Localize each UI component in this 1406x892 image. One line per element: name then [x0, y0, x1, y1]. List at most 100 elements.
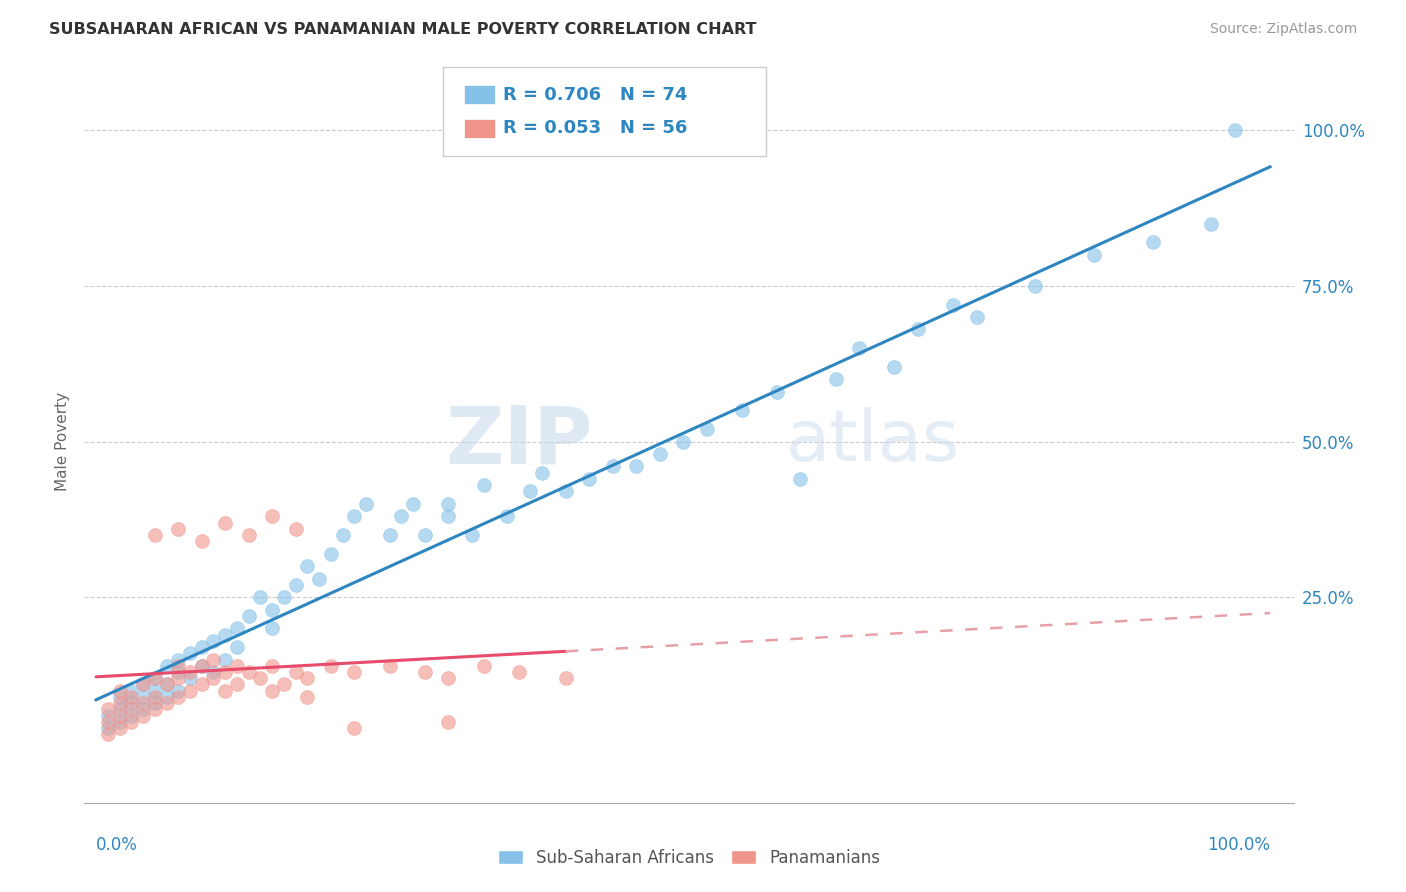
Point [226, 621, 249, 635]
Point [297, 690, 319, 704]
Text: ZIP: ZIP [444, 402, 592, 481]
Point [108, 690, 131, 704]
Point [132, 690, 155, 704]
Point [155, 658, 177, 673]
Point [167, 658, 190, 673]
Point [167, 522, 190, 536]
Point [284, 578, 307, 592]
Point [297, 559, 319, 574]
Point [519, 484, 541, 499]
Point [907, 322, 929, 336]
Point [120, 683, 142, 698]
Point [238, 528, 260, 542]
Point [190, 677, 212, 691]
Point [966, 310, 988, 324]
Point [472, 658, 495, 673]
Point [143, 671, 166, 685]
Point [648, 447, 671, 461]
Point [249, 591, 271, 605]
Point [97, 702, 120, 716]
Point [167, 690, 190, 704]
Point [602, 459, 624, 474]
Point [472, 478, 495, 492]
Point [143, 528, 166, 542]
Text: R = 0.706   N = 74: R = 0.706 N = 74 [503, 86, 688, 103]
Text: R = 0.053   N = 56: R = 0.053 N = 56 [503, 120, 688, 137]
Point [238, 665, 260, 679]
Point [167, 671, 190, 685]
Point [284, 522, 307, 536]
Point [319, 547, 342, 561]
Text: SUBSAHARAN AFRICAN VS PANAMANIAN MALE POVERTY CORRELATION CHART: SUBSAHARAN AFRICAN VS PANAMANIAN MALE PO… [49, 22, 756, 37]
Point [143, 671, 166, 685]
Point [696, 422, 718, 436]
Point [297, 671, 319, 685]
Point [343, 721, 366, 735]
Text: 0.0%: 0.0% [96, 836, 138, 854]
Point [120, 708, 142, 723]
Point [731, 403, 754, 417]
Point [238, 609, 260, 624]
Point [97, 727, 120, 741]
Point [319, 658, 342, 673]
Point [848, 341, 870, 355]
Point [531, 466, 554, 480]
Point [202, 652, 225, 666]
Point [179, 683, 201, 698]
Point [332, 528, 354, 542]
Point [120, 696, 142, 710]
Point [120, 714, 142, 729]
Point [262, 509, 284, 524]
Point [354, 497, 377, 511]
Point [1083, 248, 1105, 262]
Point [1142, 235, 1164, 250]
Point [789, 472, 811, 486]
Text: 100.0%: 100.0% [1206, 836, 1270, 854]
Point [226, 640, 249, 654]
Point [343, 509, 366, 524]
Point [262, 603, 284, 617]
Point [766, 384, 789, 399]
Point [402, 497, 425, 511]
Point [132, 677, 155, 691]
Point [496, 509, 519, 524]
Point [308, 572, 330, 586]
Point [143, 696, 166, 710]
Point [179, 665, 201, 679]
Y-axis label: Male Poverty: Male Poverty [55, 392, 70, 491]
Point [132, 677, 155, 691]
Point [343, 665, 366, 679]
Point [378, 658, 401, 673]
Point [226, 658, 249, 673]
Point [179, 646, 201, 660]
Point [554, 484, 576, 499]
Point [120, 690, 142, 704]
Point [108, 696, 131, 710]
Point [132, 708, 155, 723]
Point [508, 665, 530, 679]
Text: atlas: atlas [786, 407, 960, 476]
Point [461, 528, 484, 542]
Point [132, 696, 155, 710]
Point [226, 677, 249, 691]
Point [190, 658, 212, 673]
Point [389, 509, 412, 524]
Point [273, 591, 295, 605]
Point [1024, 278, 1046, 293]
Point [179, 671, 201, 685]
Point [554, 671, 576, 685]
Point [143, 690, 166, 704]
Point [249, 671, 271, 685]
Point [167, 665, 190, 679]
Point [437, 509, 460, 524]
Point [284, 665, 307, 679]
Point [143, 683, 166, 698]
Point [378, 528, 401, 542]
Point [167, 683, 190, 698]
Point [273, 677, 295, 691]
Point [578, 472, 600, 486]
Point [824, 372, 846, 386]
Point [624, 459, 647, 474]
Point [262, 621, 284, 635]
Point [97, 721, 120, 735]
